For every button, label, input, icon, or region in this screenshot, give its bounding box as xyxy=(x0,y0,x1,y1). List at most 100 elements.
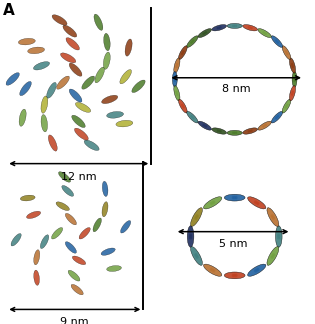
Ellipse shape xyxy=(218,130,220,132)
Ellipse shape xyxy=(232,25,234,27)
Ellipse shape xyxy=(234,25,236,27)
Ellipse shape xyxy=(248,26,249,29)
Ellipse shape xyxy=(232,196,234,199)
Ellipse shape xyxy=(232,132,234,134)
Ellipse shape xyxy=(248,264,266,276)
Ellipse shape xyxy=(196,214,199,217)
Ellipse shape xyxy=(272,217,275,220)
Ellipse shape xyxy=(191,208,203,226)
Ellipse shape xyxy=(175,66,178,68)
Ellipse shape xyxy=(271,36,283,47)
Ellipse shape xyxy=(6,73,20,85)
Ellipse shape xyxy=(56,202,69,211)
Text: 5 nm: 5 nm xyxy=(219,239,247,249)
Ellipse shape xyxy=(275,226,282,247)
Ellipse shape xyxy=(205,31,207,33)
Ellipse shape xyxy=(66,38,79,50)
Ellipse shape xyxy=(217,27,219,29)
Ellipse shape xyxy=(174,86,180,101)
Ellipse shape xyxy=(176,94,179,96)
Ellipse shape xyxy=(107,266,122,272)
Ellipse shape xyxy=(202,124,204,126)
Ellipse shape xyxy=(224,272,245,279)
Ellipse shape xyxy=(286,53,289,55)
Ellipse shape xyxy=(277,235,280,238)
Ellipse shape xyxy=(255,201,258,204)
Ellipse shape xyxy=(218,27,220,29)
Ellipse shape xyxy=(191,247,203,265)
Ellipse shape xyxy=(174,80,176,82)
Ellipse shape xyxy=(65,242,77,253)
Ellipse shape xyxy=(33,62,49,70)
Ellipse shape xyxy=(68,270,80,281)
Ellipse shape xyxy=(176,63,179,65)
Ellipse shape xyxy=(57,76,69,89)
Ellipse shape xyxy=(282,99,291,113)
Ellipse shape xyxy=(194,253,197,256)
Ellipse shape xyxy=(74,128,88,140)
Ellipse shape xyxy=(213,201,215,204)
Ellipse shape xyxy=(28,47,45,54)
Ellipse shape xyxy=(264,32,266,34)
Ellipse shape xyxy=(181,104,183,106)
Ellipse shape xyxy=(120,70,131,84)
Ellipse shape xyxy=(34,270,39,285)
Text: 12 nm: 12 nm xyxy=(61,172,97,182)
Ellipse shape xyxy=(18,38,35,45)
Ellipse shape xyxy=(102,181,108,196)
Ellipse shape xyxy=(95,67,105,83)
Ellipse shape xyxy=(52,15,67,25)
Ellipse shape xyxy=(132,80,145,93)
Ellipse shape xyxy=(69,89,82,102)
Ellipse shape xyxy=(271,255,274,257)
Text: A: A xyxy=(3,3,15,18)
Ellipse shape xyxy=(235,132,237,134)
Ellipse shape xyxy=(179,99,187,113)
Ellipse shape xyxy=(210,268,213,271)
Ellipse shape xyxy=(194,217,197,220)
Ellipse shape xyxy=(289,58,295,73)
Ellipse shape xyxy=(175,91,178,93)
Ellipse shape xyxy=(285,105,288,107)
Ellipse shape xyxy=(102,95,118,104)
Ellipse shape xyxy=(251,129,253,132)
Ellipse shape xyxy=(291,92,294,94)
Ellipse shape xyxy=(84,140,99,150)
Ellipse shape xyxy=(248,130,249,133)
Ellipse shape xyxy=(292,66,294,68)
Ellipse shape xyxy=(291,94,293,96)
Ellipse shape xyxy=(289,86,295,101)
Ellipse shape xyxy=(174,58,180,73)
Ellipse shape xyxy=(94,14,103,30)
Ellipse shape xyxy=(203,197,222,209)
Ellipse shape xyxy=(121,221,131,233)
Ellipse shape xyxy=(41,114,48,132)
Ellipse shape xyxy=(204,32,206,34)
Ellipse shape xyxy=(233,274,236,277)
Ellipse shape xyxy=(203,264,222,276)
Ellipse shape xyxy=(189,235,192,238)
Ellipse shape xyxy=(286,104,289,106)
Ellipse shape xyxy=(198,29,211,38)
Ellipse shape xyxy=(285,52,288,54)
Ellipse shape xyxy=(182,107,185,109)
Ellipse shape xyxy=(26,211,41,219)
Ellipse shape xyxy=(292,91,294,93)
Ellipse shape xyxy=(75,102,91,112)
Ellipse shape xyxy=(65,213,77,225)
Ellipse shape xyxy=(182,52,184,54)
Ellipse shape xyxy=(204,124,206,127)
Ellipse shape xyxy=(205,125,207,128)
Ellipse shape xyxy=(19,109,26,126)
Ellipse shape xyxy=(271,111,283,123)
Ellipse shape xyxy=(248,197,266,209)
Ellipse shape xyxy=(251,27,253,29)
Ellipse shape xyxy=(212,25,226,31)
Ellipse shape xyxy=(264,124,266,127)
Ellipse shape xyxy=(271,214,274,217)
Ellipse shape xyxy=(227,23,242,29)
Text: 8 nm: 8 nm xyxy=(222,84,250,94)
Ellipse shape xyxy=(71,284,83,295)
Ellipse shape xyxy=(232,274,234,277)
Ellipse shape xyxy=(267,247,279,265)
